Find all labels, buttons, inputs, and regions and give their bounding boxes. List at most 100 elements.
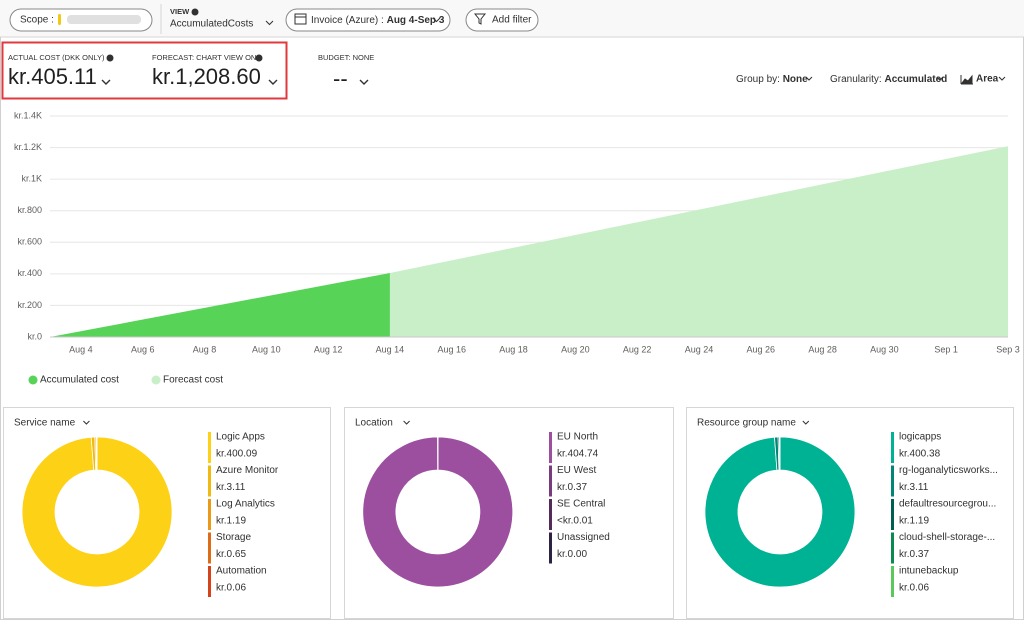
granularity-value: Accumulated — [884, 74, 947, 85]
y-tick-label: kr.400 — [17, 268, 42, 278]
chart-type-value[interactable]: Area — [976, 74, 999, 85]
x-tick-label: Aug 12 — [314, 344, 343, 354]
kpi-label: FORECAST: CHART VIEW ON — [152, 53, 256, 62]
y-tick-label: kr.1.4K — [14, 110, 42, 120]
legend-value: kr.3.11 — [899, 482, 929, 493]
legend-value: kr.404.74 — [557, 449, 599, 460]
info-icon — [256, 55, 263, 62]
scope-label: Scope : — [20, 15, 54, 26]
legend-label[interactable]: Automation — [216, 566, 267, 577]
invoice-text: Invoice (Azure) : Aug 4-Sep 3 — [311, 15, 445, 26]
invoice-range: Aug 4-Sep 3 — [387, 15, 445, 26]
legend-label[interactable]: logicapps — [899, 432, 941, 443]
x-tick-label: Aug 24 — [685, 344, 714, 354]
kpi-label: ACTUAL COST (DKK ONLY) — [8, 53, 105, 62]
scope-blurred — [67, 15, 141, 24]
legend-swatch — [891, 533, 894, 564]
y-tick-label: kr.600 — [17, 237, 42, 247]
info-icon — [107, 55, 114, 62]
x-tick-label: Aug 14 — [376, 344, 405, 354]
legend-value: kr.400.09 — [216, 449, 258, 460]
legend-label[interactable]: Azure Monitor — [216, 465, 279, 476]
legend-value: kr.3.11 — [216, 482, 246, 493]
legend-value: kr.0.00 — [557, 549, 587, 560]
legend-swatch — [208, 466, 211, 497]
group-by-text[interactable]: Group by: None — [736, 74, 808, 85]
invoice-label: Invoice (Azure) : — [311, 15, 384, 26]
kpi-value: -- — [333, 66, 348, 91]
x-tick-label: Aug 20 — [561, 344, 590, 354]
y-tick-label: kr.800 — [17, 205, 42, 215]
group-by-value: None — [783, 74, 808, 85]
granularity[interactable]: Granularity: Accumulated — [830, 74, 947, 85]
legend-swatch — [208, 499, 211, 530]
legend-label[interactable]: Storage — [216, 532, 251, 543]
legend-label[interactable]: rg-loganalyticsworks... — [899, 465, 998, 476]
x-tick-label: Aug 4 — [69, 344, 93, 354]
card-title[interactable]: Service name — [14, 418, 76, 429]
kpi-value: kr.1,208.60 — [152, 64, 261, 89]
legend-value: kr.400.38 — [899, 449, 941, 460]
legend-swatch — [891, 432, 894, 463]
y-tick-label: kr.1.2K — [14, 142, 42, 152]
x-tick-label: Sep 3 — [996, 344, 1020, 354]
invoice-button[interactable]: Invoice (Azure) : Aug 4-Sep 3 — [286, 9, 450, 31]
legend-label[interactable]: EU North — [557, 432, 598, 443]
group-by[interactable]: Group by: None — [736, 74, 812, 85]
legend-value: kr.1.19 — [899, 516, 929, 527]
x-tick-label: Aug 18 — [499, 344, 528, 354]
add-filter-button[interactable]: Add filter — [466, 9, 538, 31]
legend-swatch — [549, 533, 552, 564]
legend-value: kr.0.37 — [899, 549, 929, 560]
legend-label[interactable]: Log Analytics — [216, 499, 275, 510]
x-tick-label: Aug 22 — [623, 344, 652, 354]
legend-label[interactable]: SE Central — [557, 499, 605, 510]
legend-label[interactable]: Unassigned — [557, 532, 610, 543]
info-icon — [192, 9, 199, 16]
card-title[interactable]: Resource group name — [697, 418, 796, 429]
legend-value: kr.0.06 — [216, 583, 246, 594]
legend-value: <kr.0.01 — [557, 516, 593, 527]
kpi-label: BUDGET: NONE — [318, 53, 374, 62]
scope-button[interactable]: Scope : — [10, 9, 152, 31]
x-tick-label: Aug 8 — [193, 344, 217, 354]
legend-label[interactable]: Accumulated cost — [40, 375, 119, 386]
legend-swatch — [549, 499, 552, 530]
legend-swatch — [29, 376, 38, 385]
view-label: VIEW — [170, 7, 190, 16]
x-tick-label: Sep 1 — [934, 344, 958, 354]
legend-label[interactable]: Forecast cost — [163, 375, 223, 386]
x-tick-label: Aug 28 — [808, 344, 837, 354]
x-tick-label: Aug 6 — [131, 344, 155, 354]
card-title[interactable]: Location — [355, 418, 393, 429]
granularity-label: Granularity: — [830, 74, 882, 85]
x-tick-label: Aug 26 — [747, 344, 776, 354]
legend-swatch — [208, 432, 211, 463]
legend-swatch — [891, 499, 894, 530]
legend-swatch — [891, 566, 894, 597]
kpi-forecast: FORECAST: CHART VIEW ON kr.1,208.60 — [152, 53, 277, 89]
granularity-text[interactable]: Granularity: Accumulated — [830, 74, 947, 85]
legend-swatch — [152, 376, 161, 385]
legend-label[interactable]: EU West — [557, 465, 596, 476]
legend-value: kr.1.19 — [216, 516, 246, 527]
legend-swatch — [208, 566, 211, 597]
y-tick-label: kr.0 — [27, 331, 42, 341]
legend-label[interactable]: defaultresourcegrou... — [899, 499, 996, 510]
legend-swatch — [891, 466, 894, 497]
add-filter-label: Add filter — [492, 15, 532, 26]
legend-value: kr.0.06 — [899, 583, 929, 594]
legend-label[interactable]: intunebackup — [899, 566, 959, 577]
legend-swatch — [549, 466, 552, 497]
legend-label[interactable]: cloud-shell-storage-... — [899, 532, 995, 543]
key-icon — [58, 14, 61, 25]
group-by-label: Group by: — [736, 74, 780, 85]
view-name[interactable]: AccumulatedCosts — [170, 19, 253, 30]
y-tick-label: kr.200 — [17, 300, 42, 310]
legend-label[interactable]: Logic Apps — [216, 432, 265, 443]
x-tick-label: Aug 30 — [870, 344, 899, 354]
legend-value: kr.0.65 — [216, 549, 246, 560]
x-tick-label: Aug 10 — [252, 344, 281, 354]
legend-swatch — [549, 432, 552, 463]
